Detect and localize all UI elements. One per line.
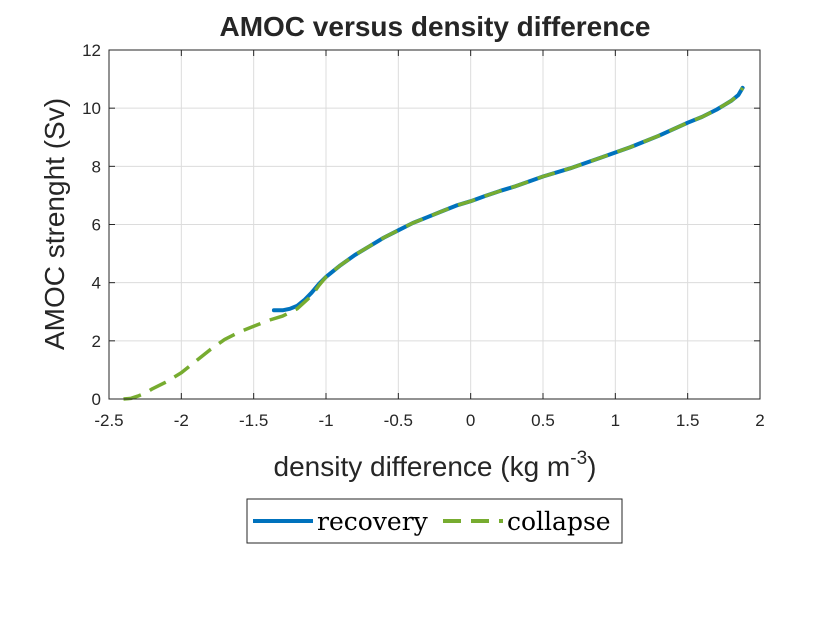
x-tick-label: 0 <box>466 411 475 430</box>
y-tick-label: 2 <box>92 332 101 351</box>
x-tick-label: 1 <box>611 411 620 430</box>
legend-label-collapse: collapse <box>507 507 611 536</box>
x-axis-label-suffix: ) <box>587 451 596 482</box>
y-tick-label: 10 <box>82 99 101 118</box>
y-tick-label: 6 <box>92 216 101 235</box>
x-tick-label: -2 <box>174 411 189 430</box>
x-tick-label: -2.5 <box>94 411 123 430</box>
x-tick-label: 2 <box>755 411 764 430</box>
x-tick-label: -1 <box>318 411 333 430</box>
x-tick-label: -1.5 <box>239 411 268 430</box>
y-tick-label: 12 <box>82 41 101 60</box>
series-line-collapse <box>123 86 745 401</box>
legend: recovery collapse <box>246 498 623 544</box>
y-tick-label: 0 <box>92 390 101 409</box>
chart-title: AMOC versus density difference <box>219 11 650 42</box>
y-tick-label: 8 <box>92 157 101 176</box>
x-axis-label: density difference (kg m-3) <box>274 448 597 482</box>
x-tick-label: 1.5 <box>676 411 700 430</box>
x-axis-label-superscript: -3 <box>570 448 587 469</box>
x-axis-label-main: density difference (kg m <box>274 451 571 482</box>
legend-label-recovery: recovery <box>317 507 429 536</box>
x-tick-label: 0.5 <box>531 411 555 430</box>
tick-layer: -2.5 -2 -1.5 -1 -0.5 0 0.5 1 1.5 2 0 2 4 6 8 10 12 <box>82 41 765 430</box>
y-tick-label: 4 <box>92 274 101 293</box>
series-layer <box>123 85 745 401</box>
grid-layer <box>109 50 760 399</box>
x-tick-label: -0.5 <box>384 411 413 430</box>
y-axis-label: AMOC strenght (Sv) <box>39 98 70 350</box>
